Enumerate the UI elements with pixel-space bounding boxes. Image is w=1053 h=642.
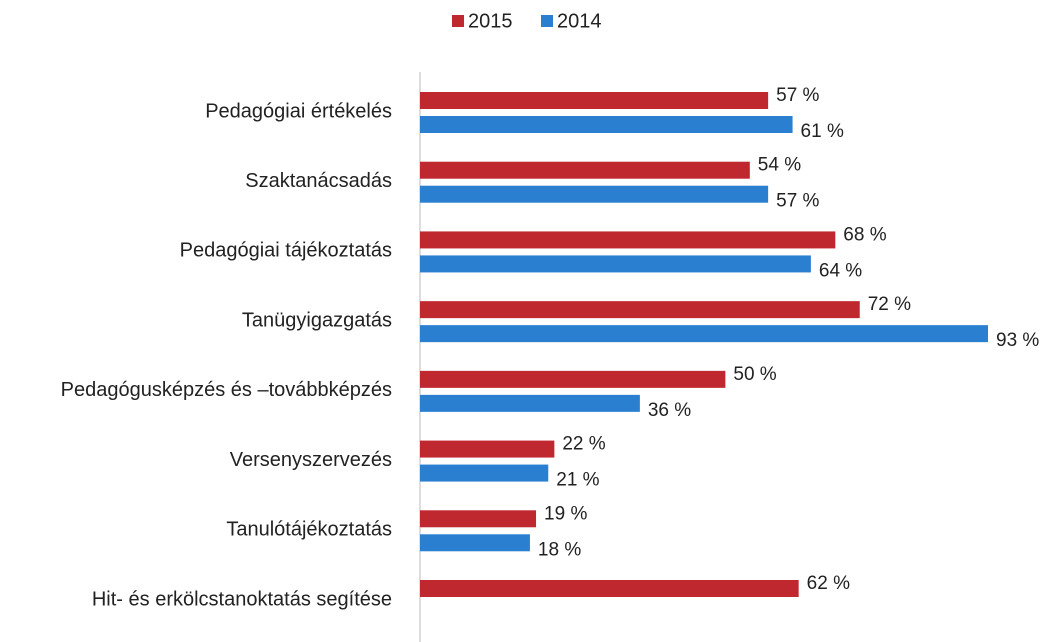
value-label: 57 % <box>776 191 819 212</box>
category-label: Pedagógiai értékelés <box>205 100 392 122</box>
bar <box>420 185 769 203</box>
value-label: 64 % <box>819 260 862 281</box>
value-label: 57 % <box>776 85 819 106</box>
value-label: 22 % <box>562 434 605 455</box>
value-label: 54 % <box>758 155 801 176</box>
legend-swatch <box>452 15 464 27</box>
bar <box>420 370 726 388</box>
category-label: Pedagógiai tájékoztatás <box>180 240 392 262</box>
value-label: 50 % <box>733 364 776 385</box>
value-label: 18 % <box>538 539 581 560</box>
category-label: Pedagógusképzés és –továbbképzés <box>61 379 392 401</box>
category-label: Tanulótájékoztatás <box>226 519 392 541</box>
bar <box>420 440 555 458</box>
value-label: 19 % <box>544 503 587 524</box>
bar <box>420 231 836 249</box>
category-label: Hit- és erkölcstanoktatás segítése <box>92 588 392 610</box>
bar <box>420 161 750 179</box>
bar <box>420 92 769 109</box>
legend-label: 2015 <box>468 10 513 32</box>
legend-label: 2014 <box>557 10 602 32</box>
value-label: 21 % <box>556 470 599 491</box>
bar <box>420 301 860 319</box>
bar <box>420 464 549 482</box>
value-label: 93 % <box>996 330 1039 351</box>
bar <box>420 534 530 552</box>
value-label: 36 % <box>648 400 691 421</box>
category-label: Tanügyigazgatás <box>242 309 392 331</box>
bar <box>420 394 640 412</box>
legend-swatch <box>541 15 553 27</box>
value-label: 72 % <box>868 294 911 315</box>
category-label: Szaktanácsadás <box>245 170 392 192</box>
bar <box>420 510 537 528</box>
value-label: 68 % <box>843 224 886 245</box>
value-label: 62 % <box>807 573 850 594</box>
value-label: 61 % <box>801 121 844 142</box>
bar <box>420 580 799 597</box>
bar <box>420 255 811 273</box>
category-label: Versenyszervezés <box>230 449 392 471</box>
bar <box>420 116 793 133</box>
bar <box>420 325 988 343</box>
